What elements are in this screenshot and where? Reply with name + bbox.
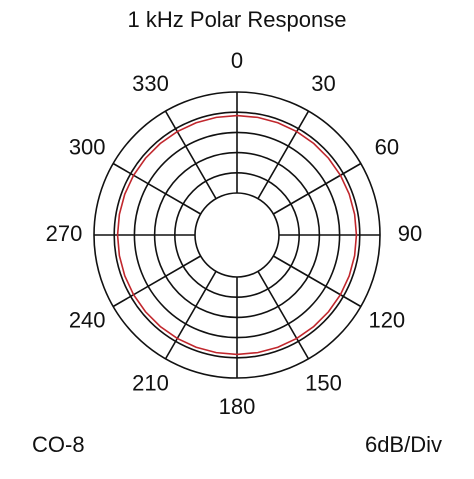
angle-label: 270 <box>46 221 83 246</box>
angle-label: 210 <box>132 371 169 396</box>
angle-label: 150 <box>305 371 342 396</box>
angle-label: 240 <box>69 307 106 332</box>
grid-spoke <box>257 270 310 360</box>
scale-note: 6dB/Div <box>365 432 442 457</box>
grid-spoke <box>112 255 202 308</box>
grid-spoke <box>272 255 362 308</box>
grid-spoke <box>257 110 310 200</box>
angle-label: 30 <box>311 71 335 96</box>
angle-label: 330 <box>132 71 169 96</box>
model-label: CO-8 <box>32 432 85 457</box>
angle-label: 120 <box>368 307 405 332</box>
angle-label: 180 <box>219 394 256 419</box>
grid-spoke <box>112 162 202 215</box>
angle-label: 0 <box>231 48 243 73</box>
grid-ring <box>194 192 280 278</box>
grid-spoke <box>272 162 362 215</box>
grid-spoke <box>164 270 217 360</box>
angle-label: 300 <box>69 134 106 159</box>
chart-title: 1 kHz Polar Response <box>128 7 347 32</box>
grid-spoke <box>164 110 217 200</box>
angle-label: 60 <box>375 134 399 159</box>
angle-label: 90 <box>398 221 422 246</box>
response-curve <box>116 114 358 356</box>
